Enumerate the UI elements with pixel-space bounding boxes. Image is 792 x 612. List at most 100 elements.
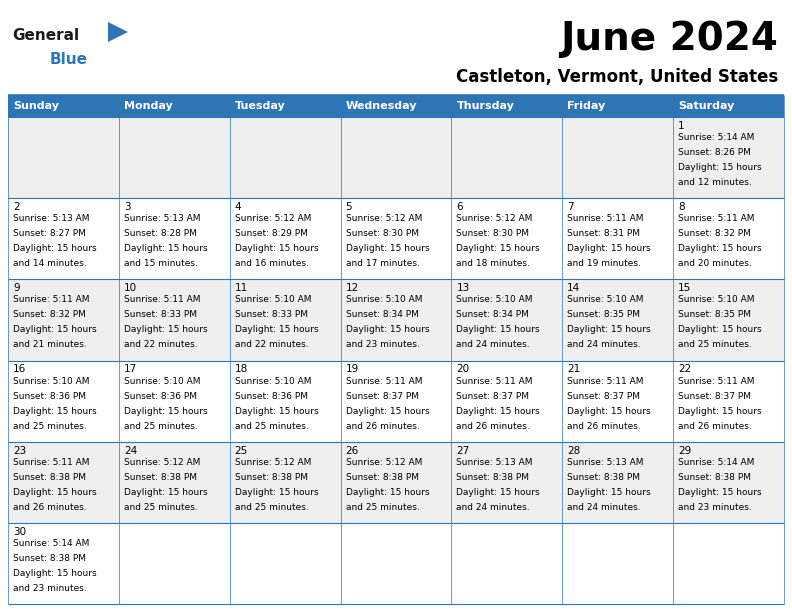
Text: and 19 minutes.: and 19 minutes. <box>567 259 642 268</box>
Text: Sunset: 8:34 PM: Sunset: 8:34 PM <box>456 310 529 319</box>
Text: Blue: Blue <box>50 52 88 67</box>
Text: Daylight: 15 hours: Daylight: 15 hours <box>345 406 429 416</box>
Text: Castleton, Vermont, United States: Castleton, Vermont, United States <box>455 68 778 86</box>
Text: and 15 minutes.: and 15 minutes. <box>124 259 198 268</box>
Bar <box>8 95 784 117</box>
Text: Sunset: 8:31 PM: Sunset: 8:31 PM <box>567 229 640 238</box>
Text: 1: 1 <box>678 121 685 131</box>
Text: and 25 minutes.: and 25 minutes. <box>678 340 752 349</box>
Text: 4: 4 <box>234 202 242 212</box>
Text: Sunrise: 5:10 AM: Sunrise: 5:10 AM <box>124 376 200 386</box>
Bar <box>8 360 784 442</box>
Text: Sunrise: 5:14 AM: Sunrise: 5:14 AM <box>13 539 89 548</box>
Text: Daylight: 15 hours: Daylight: 15 hours <box>678 326 762 334</box>
Text: Daylight: 15 hours: Daylight: 15 hours <box>13 406 97 416</box>
Text: Daylight: 15 hours: Daylight: 15 hours <box>345 244 429 253</box>
Text: Sunrise: 5:11 AM: Sunrise: 5:11 AM <box>567 214 644 223</box>
Text: Daylight: 15 hours: Daylight: 15 hours <box>234 326 318 334</box>
Text: Daylight: 15 hours: Daylight: 15 hours <box>567 406 651 416</box>
Text: 9: 9 <box>13 283 20 293</box>
Text: Daylight: 15 hours: Daylight: 15 hours <box>124 326 208 334</box>
Text: and 23 minutes.: and 23 minutes. <box>13 584 87 593</box>
Text: Sunrise: 5:10 AM: Sunrise: 5:10 AM <box>567 296 644 304</box>
Text: 19: 19 <box>345 365 359 375</box>
Text: and 17 minutes.: and 17 minutes. <box>345 259 420 268</box>
Text: Sunrise: 5:10 AM: Sunrise: 5:10 AM <box>13 376 89 386</box>
Text: Daylight: 15 hours: Daylight: 15 hours <box>345 488 429 497</box>
Text: Daylight: 15 hours: Daylight: 15 hours <box>124 488 208 497</box>
Text: Sunrise: 5:10 AM: Sunrise: 5:10 AM <box>345 296 422 304</box>
Text: 11: 11 <box>234 283 248 293</box>
Text: and 24 minutes.: and 24 minutes. <box>567 340 641 349</box>
Text: 20: 20 <box>456 365 470 375</box>
Text: 17: 17 <box>124 365 137 375</box>
Text: Sunset: 8:35 PM: Sunset: 8:35 PM <box>567 310 640 319</box>
Text: Sunday: Sunday <box>13 101 59 111</box>
Text: 13: 13 <box>456 283 470 293</box>
Text: Friday: Friday <box>567 101 606 111</box>
Text: and 24 minutes.: and 24 minutes. <box>567 502 641 512</box>
Text: Daylight: 15 hours: Daylight: 15 hours <box>456 406 540 416</box>
Text: Sunset: 8:35 PM: Sunset: 8:35 PM <box>678 310 751 319</box>
Bar <box>8 442 784 523</box>
Text: and 18 minutes.: and 18 minutes. <box>456 259 531 268</box>
Text: Sunrise: 5:12 AM: Sunrise: 5:12 AM <box>345 458 422 467</box>
Text: Sunset: 8:38 PM: Sunset: 8:38 PM <box>13 472 86 482</box>
Text: Sunset: 8:38 PM: Sunset: 8:38 PM <box>678 472 751 482</box>
Text: 18: 18 <box>234 365 248 375</box>
Text: Sunset: 8:37 PM: Sunset: 8:37 PM <box>345 392 418 400</box>
Text: Sunrise: 5:10 AM: Sunrise: 5:10 AM <box>234 376 311 386</box>
Text: Daylight: 15 hours: Daylight: 15 hours <box>13 326 97 334</box>
Text: 12: 12 <box>345 283 359 293</box>
Text: 27: 27 <box>456 446 470 456</box>
Bar <box>8 117 784 198</box>
Text: June 2024: June 2024 <box>560 20 778 58</box>
Text: Daylight: 15 hours: Daylight: 15 hours <box>234 244 318 253</box>
Text: Sunset: 8:38 PM: Sunset: 8:38 PM <box>456 472 529 482</box>
Text: and 25 minutes.: and 25 minutes. <box>124 502 198 512</box>
Text: 7: 7 <box>567 202 574 212</box>
Text: 21: 21 <box>567 365 581 375</box>
Text: Daylight: 15 hours: Daylight: 15 hours <box>567 326 651 334</box>
Text: Sunrise: 5:12 AM: Sunrise: 5:12 AM <box>234 458 311 467</box>
Text: Sunrise: 5:10 AM: Sunrise: 5:10 AM <box>678 296 755 304</box>
Text: Sunrise: 5:14 AM: Sunrise: 5:14 AM <box>678 458 755 467</box>
Text: Sunset: 8:38 PM: Sunset: 8:38 PM <box>13 554 86 563</box>
Text: Sunrise: 5:12 AM: Sunrise: 5:12 AM <box>124 458 200 467</box>
Text: Sunrise: 5:11 AM: Sunrise: 5:11 AM <box>567 376 644 386</box>
Text: Sunset: 8:33 PM: Sunset: 8:33 PM <box>124 310 197 319</box>
Text: Daylight: 15 hours: Daylight: 15 hours <box>678 244 762 253</box>
Text: Daylight: 15 hours: Daylight: 15 hours <box>456 244 540 253</box>
Text: Daylight: 15 hours: Daylight: 15 hours <box>13 244 97 253</box>
Text: and 25 minutes.: and 25 minutes. <box>234 502 308 512</box>
Text: 8: 8 <box>678 202 685 212</box>
Text: Sunrise: 5:13 AM: Sunrise: 5:13 AM <box>567 458 644 467</box>
Text: Sunrise: 5:10 AM: Sunrise: 5:10 AM <box>234 296 311 304</box>
Text: Daylight: 15 hours: Daylight: 15 hours <box>678 163 762 172</box>
Text: Sunrise: 5:13 AM: Sunrise: 5:13 AM <box>456 458 533 467</box>
Text: and 26 minutes.: and 26 minutes. <box>678 422 752 431</box>
Text: 15: 15 <box>678 283 691 293</box>
Text: Sunset: 8:38 PM: Sunset: 8:38 PM <box>345 472 418 482</box>
Bar <box>8 198 784 279</box>
Text: 5: 5 <box>345 202 352 212</box>
Text: Sunrise: 5:12 AM: Sunrise: 5:12 AM <box>456 214 533 223</box>
Text: Sunset: 8:36 PM: Sunset: 8:36 PM <box>234 392 308 400</box>
Text: Daylight: 15 hours: Daylight: 15 hours <box>456 488 540 497</box>
Text: Daylight: 15 hours: Daylight: 15 hours <box>124 406 208 416</box>
Text: and 12 minutes.: and 12 minutes. <box>678 178 752 187</box>
Text: and 20 minutes.: and 20 minutes. <box>678 259 752 268</box>
Text: Sunrise: 5:11 AM: Sunrise: 5:11 AM <box>678 214 755 223</box>
Text: 30: 30 <box>13 527 26 537</box>
Text: Sunrise: 5:11 AM: Sunrise: 5:11 AM <box>13 458 89 467</box>
Text: Sunrise: 5:11 AM: Sunrise: 5:11 AM <box>13 296 89 304</box>
Text: Monday: Monday <box>124 101 173 111</box>
Text: Thursday: Thursday <box>456 101 514 111</box>
Text: Sunrise: 5:11 AM: Sunrise: 5:11 AM <box>456 376 533 386</box>
Polygon shape <box>108 22 128 42</box>
Text: and 24 minutes.: and 24 minutes. <box>456 502 530 512</box>
Text: and 25 minutes.: and 25 minutes. <box>13 422 87 431</box>
Text: Daylight: 15 hours: Daylight: 15 hours <box>124 244 208 253</box>
Text: Wednesday: Wednesday <box>345 101 417 111</box>
Text: Daylight: 15 hours: Daylight: 15 hours <box>456 326 540 334</box>
